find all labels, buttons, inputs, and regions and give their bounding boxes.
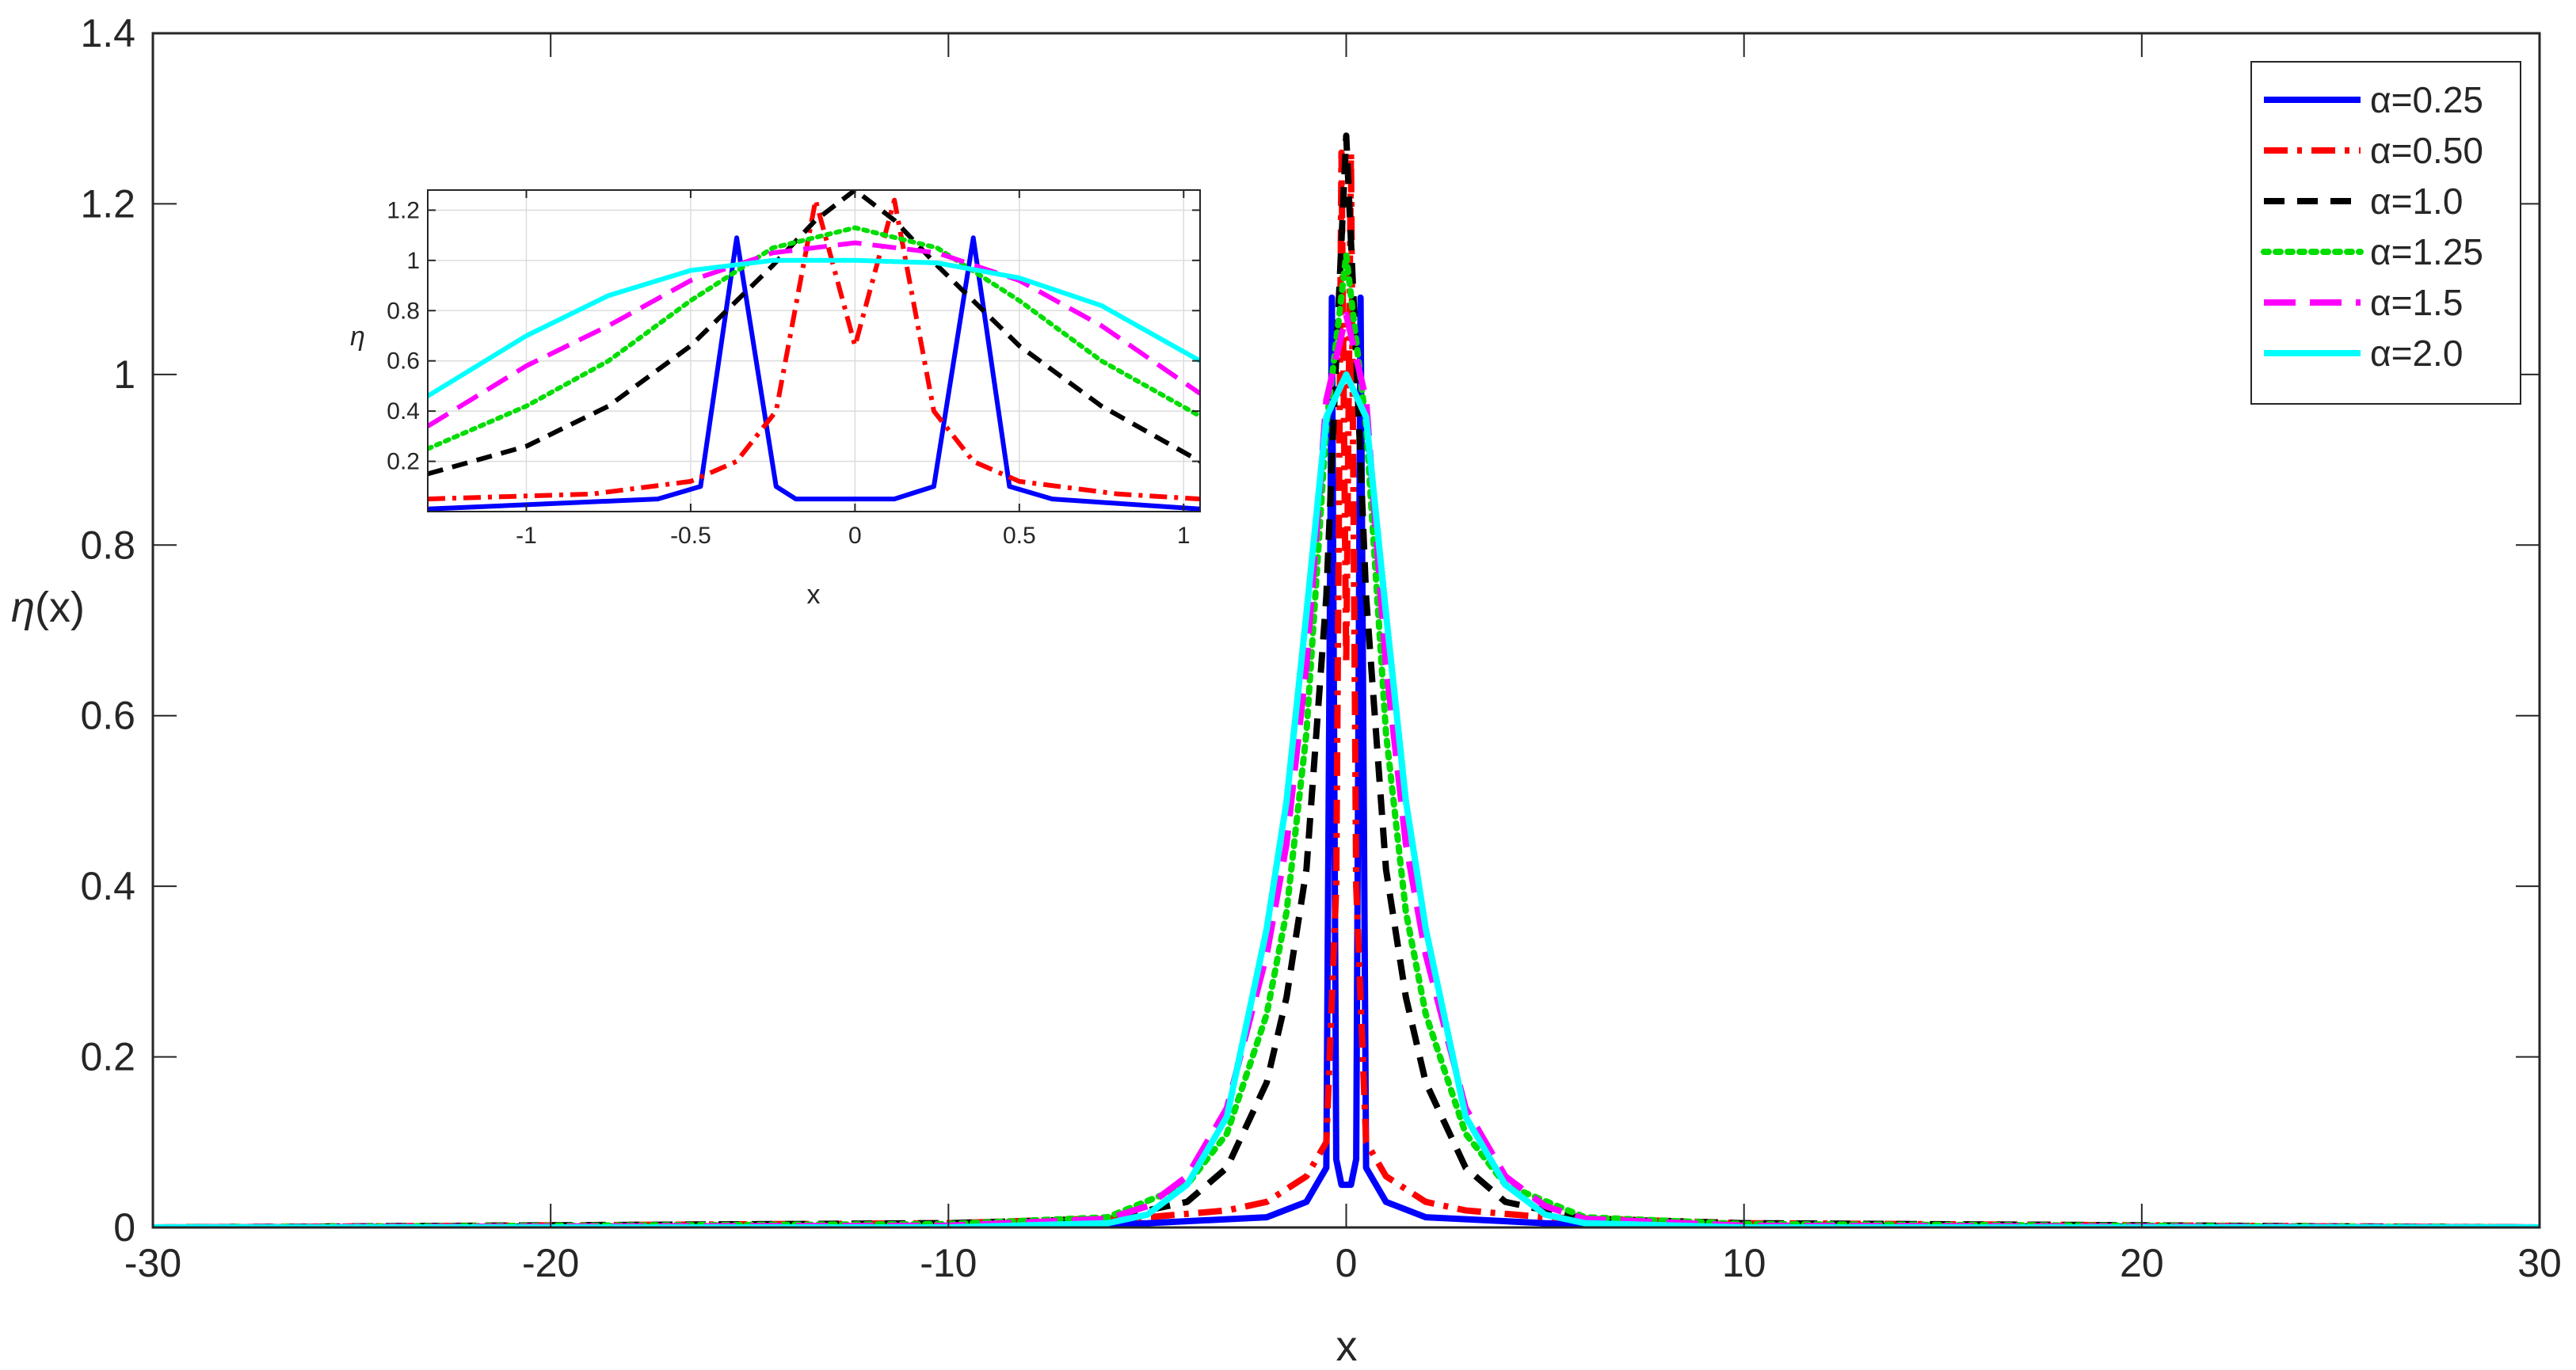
inset-series-line-5 <box>428 240 1200 428</box>
inset-plot-area: -1 -0.5 0 0.5 1 0.2 0.4 0.6 0.8 1 1.2 <box>387 189 1201 549</box>
main-series-line-2 <box>153 149 2540 1227</box>
main-x-tick-label: 20 <box>2120 1241 2164 1285</box>
main-series-line-3 <box>153 132 2540 1227</box>
inset-series-line-6 <box>428 257 1200 398</box>
inset-y-tick-label: 0.2 <box>387 449 420 475</box>
inset-y-tick-label: 0.8 <box>387 298 420 324</box>
main-series-line-1 <box>153 294 2540 1227</box>
inset-series-group <box>428 190 1200 512</box>
inset-x-tick-label: 1 <box>1177 523 1191 549</box>
inset-y-tick-label: 0.6 <box>387 348 420 375</box>
main-x-axis-label: x <box>1336 1322 1358 1370</box>
legend-items: α=0.25 α=0.50 α=1.0 α=1.25 α=1.5 α=2.0 <box>2261 79 2483 374</box>
main-x-tick-label: 10 <box>1722 1241 1766 1285</box>
inset-series-line-2 <box>428 197 1200 502</box>
inset-y-tick-label: 1.2 <box>387 197 420 223</box>
inset-y-tick-label: 1 <box>406 248 420 274</box>
legend-box <box>2250 61 2521 405</box>
legend: α=0.25 α=0.50 α=1.0 α=1.25 α=1.5 α=2.0 <box>2250 61 2521 405</box>
inset-x-tick-label: -0.5 <box>670 523 711 549</box>
inset-x-tick-label: 0.5 <box>1003 523 1036 549</box>
main-y-tick-label: 0.2 <box>80 1035 135 1079</box>
inset-x-axis-label: x <box>807 580 821 610</box>
main-x-tick-label: -20 <box>522 1241 579 1285</box>
inset-series-line-1 <box>428 235 1200 512</box>
main-x-tick-label: -10 <box>920 1241 977 1285</box>
inset-y-axis-label: η <box>350 322 365 352</box>
main-x-tick-label: 30 <box>2517 1241 2562 1285</box>
main-series-line-5 <box>153 311 2540 1227</box>
main-x-tick-label: 0 <box>1336 1241 1358 1285</box>
legend-label-2: α=0.50 <box>2370 130 2483 171</box>
inset-axes-box <box>427 189 1201 512</box>
inset-ticks-group: -1 -0.5 0 0.5 1 0.2 0.4 0.6 0.8 1 1.2 <box>387 190 1200 549</box>
main-series-group <box>153 132 2540 1227</box>
legend-label-4: α=1.25 <box>2370 231 2483 272</box>
main-y-axis-label-symbol: η <box>11 584 35 631</box>
main-y-tick-label: 1.2 <box>80 181 135 226</box>
main-y-axis-label-rest: (x) <box>35 584 85 631</box>
main-y-tick-label: 1 <box>113 352 135 397</box>
inset-x-tick-label: 0 <box>848 523 862 549</box>
inset-x-tick-label: -1 <box>516 523 537 549</box>
legend-label-3: α=1.0 <box>2370 181 2463 222</box>
main-x-tick-label: -30 <box>124 1241 181 1285</box>
main-y-tick-label: 0.8 <box>80 523 135 567</box>
inset-y-tick-label: 0.4 <box>387 398 420 424</box>
legend-label-5: α=1.5 <box>2370 282 2463 323</box>
main-axes-box <box>151 32 2541 1229</box>
main-y-tick-label: 0.6 <box>80 694 135 738</box>
main-y-tick-label: 0 <box>113 1205 135 1250</box>
legend-label-6: α=2.0 <box>2370 333 2463 374</box>
legend-label-1: α=0.25 <box>2370 79 2483 120</box>
main-y-tick-label: 1.4 <box>80 11 135 55</box>
inset-series-line-3 <box>428 190 1200 477</box>
inset-series-line-4 <box>428 225 1200 451</box>
main-y-axis-label: η(x) <box>11 584 85 631</box>
main-series-line-6 <box>153 371 2540 1227</box>
main-y-tick-label: 0.4 <box>80 864 135 908</box>
